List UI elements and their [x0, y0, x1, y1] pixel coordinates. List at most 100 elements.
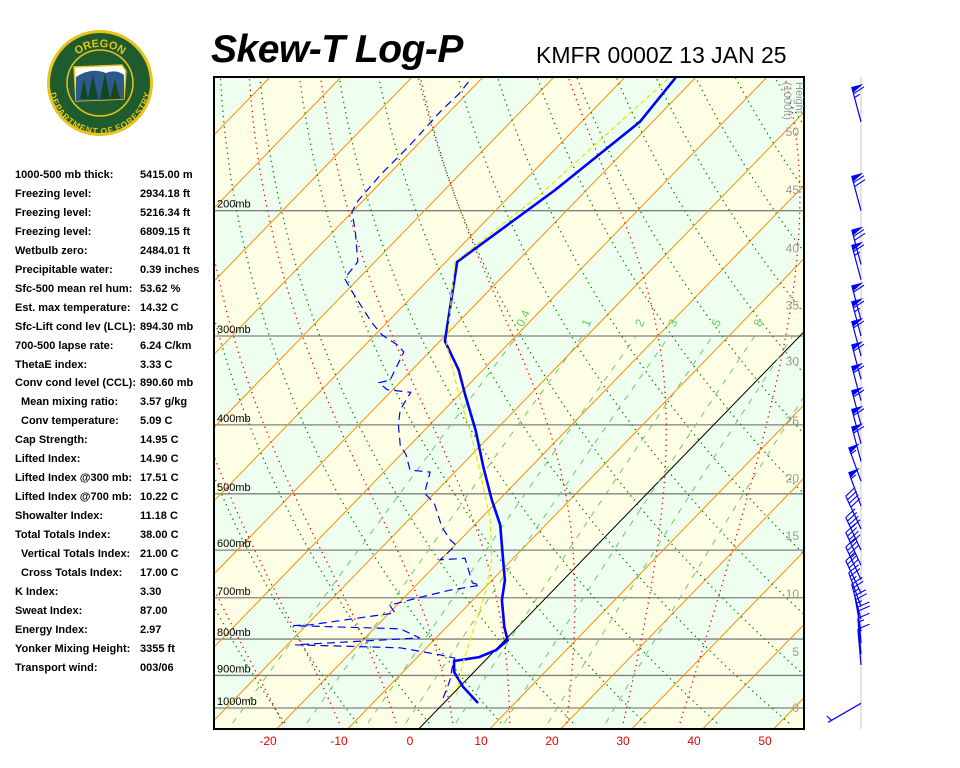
isotherm-line — [214, 77, 484, 356]
stat-row: Yonker Mixing Height: 3355 ft — [15, 643, 215, 662]
wind-barb-flag — [848, 443, 860, 454]
height-tick-label: 40 — [786, 241, 800, 255]
x-tick-label: -10 — [330, 734, 348, 748]
stat-label: Sweat Index: — [15, 604, 83, 617]
pressure-label: 300mb — [217, 324, 251, 336]
wind-barb — [851, 172, 866, 211]
stat-label: Sfc-500 mean rel hum: — [15, 282, 133, 295]
wind-barb-feather — [847, 490, 858, 501]
stat-value: 0.39 inches — [140, 263, 200, 276]
stat-row: Energy Index: 2.97 — [15, 624, 215, 643]
stat-label: ThetaE index: — [15, 358, 88, 371]
stat-value: 003/06 — [140, 661, 174, 674]
isotherm-line — [214, 77, 555, 429]
stat-value: 14.95 C — [140, 434, 179, 447]
wind-barb-half-feather — [854, 307, 861, 313]
stat-row: Freezing level: 5216.34 ft — [15, 207, 215, 226]
wind-barb-feather — [853, 244, 865, 253]
stat-row: Mean mixing ratio: 3.57 g/kg — [15, 396, 215, 415]
wind-barb-half-feather — [850, 474, 857, 480]
isotherm-line — [489, 404, 804, 729]
stat-label: Cross Totals Index: — [21, 567, 123, 580]
wind-barb-staff — [857, 618, 862, 655]
height-tick-label: 45 — [786, 183, 800, 197]
stat-row: Sweat Index: 87.00 — [15, 605, 215, 624]
wind-barb — [851, 298, 865, 337]
dry-adiabat — [878, 53, 960, 723]
isotherm-line — [347, 257, 804, 729]
stat-label: Est. max temperature: — [15, 301, 131, 314]
isotherm-line — [214, 77, 626, 502]
stat-label: Sfc-Lift cond lev (LCL): — [15, 320, 136, 333]
stat-row: 700-500 lapse rate: 6.24 C/km — [15, 340, 215, 359]
wind-barb-feather — [851, 576, 863, 585]
stat-row: Freezing level: 6809.15 ft — [15, 226, 215, 245]
wind-barb-staff — [845, 532, 862, 566]
wind-barb-half-feather — [850, 553, 856, 559]
wind-barb-half-feather — [854, 93, 861, 99]
wind-barb-feather — [855, 593, 867, 601]
stat-value: 10.22 C — [140, 491, 179, 504]
wind-barb-feather — [857, 612, 870, 619]
stat-label: K Index: — [15, 585, 59, 598]
wind-barb-staff — [857, 629, 862, 666]
pressure-label: 200mb — [217, 199, 251, 211]
wind-barb-feather — [848, 494, 859, 504]
stat-label: Conv cond level (CCL): — [15, 377, 137, 390]
wind-barb-flag — [851, 362, 864, 372]
x-tick-label: 50 — [758, 734, 772, 748]
stat-label: Total Totals Index: — [15, 529, 111, 542]
wind-barb — [851, 341, 865, 380]
wind-barb-half-feather — [857, 619, 865, 623]
isotherm-line — [0, 77, 199, 729]
wind-barb-staff — [857, 606, 862, 643]
dewpoint-line — [293, 77, 481, 699]
stat-value: 2484.01 ft — [140, 244, 191, 257]
stat-row: Transport wind: 003/06 — [15, 662, 215, 681]
height-tick-label: 25 — [786, 414, 800, 428]
pressure-label: 1000mb — [217, 696, 257, 708]
wind-barb-feather — [853, 175, 865, 184]
stat-value: 17.00 C — [140, 567, 179, 580]
wind-barb — [857, 623, 870, 666]
dry-adiabat — [839, 53, 960, 723]
wind-barb-half-feather — [850, 449, 857, 455]
stat-value: 14.90 C — [140, 453, 179, 466]
dry-adiabat — [800, 53, 960, 723]
dry-adiabat — [916, 53, 960, 723]
stat-row: Lifted Index: 14.90 C — [15, 453, 215, 472]
wind-barb-feather — [853, 425, 865, 434]
wind-barb — [845, 508, 862, 551]
wind-barb-flag — [851, 172, 864, 182]
stat-row: Lifted Index @700 mb: 10.22 C — [15, 491, 215, 510]
wind-barb-flag — [848, 468, 860, 478]
wind-barb-feather — [857, 623, 870, 630]
wind-barb — [845, 487, 862, 530]
isotherm-line — [214, 111, 804, 722]
height-axis-title: Height — [793, 82, 805, 114]
height-tick-label: 20 — [786, 472, 800, 486]
wind-barb — [857, 601, 871, 643]
wind-barb-flag — [851, 241, 864, 251]
x-tick-label: 10 — [474, 734, 488, 748]
stat-value: 3.57 g/kg — [140, 396, 188, 409]
wind-barb-feather — [853, 228, 865, 237]
stat-value: 38.00 C — [140, 529, 179, 542]
stat-label: Showalter Index: — [15, 510, 104, 523]
height-tick-label: 35 — [786, 299, 800, 313]
wind-barb-flag — [851, 298, 864, 307]
wind-barb-flag — [851, 83, 864, 93]
x-tick-label: 40 — [687, 734, 701, 748]
logo-top-text: OREGON — [72, 38, 127, 58]
wind-barb-feather — [853, 320, 865, 329]
isotherm-line — [214, 77, 342, 209]
wind-barb-feather — [848, 558, 859, 569]
x-tick-label: 20 — [545, 734, 559, 748]
stat-row: Precipitable water: 0.39 inches — [15, 264, 215, 283]
dry-adiabat — [955, 53, 960, 723]
wind-barb — [848, 564, 862, 607]
stat-value: 3.30 — [140, 585, 162, 598]
wind-barb — [826, 702, 862, 723]
stat-value: 87.00 — [140, 604, 168, 617]
